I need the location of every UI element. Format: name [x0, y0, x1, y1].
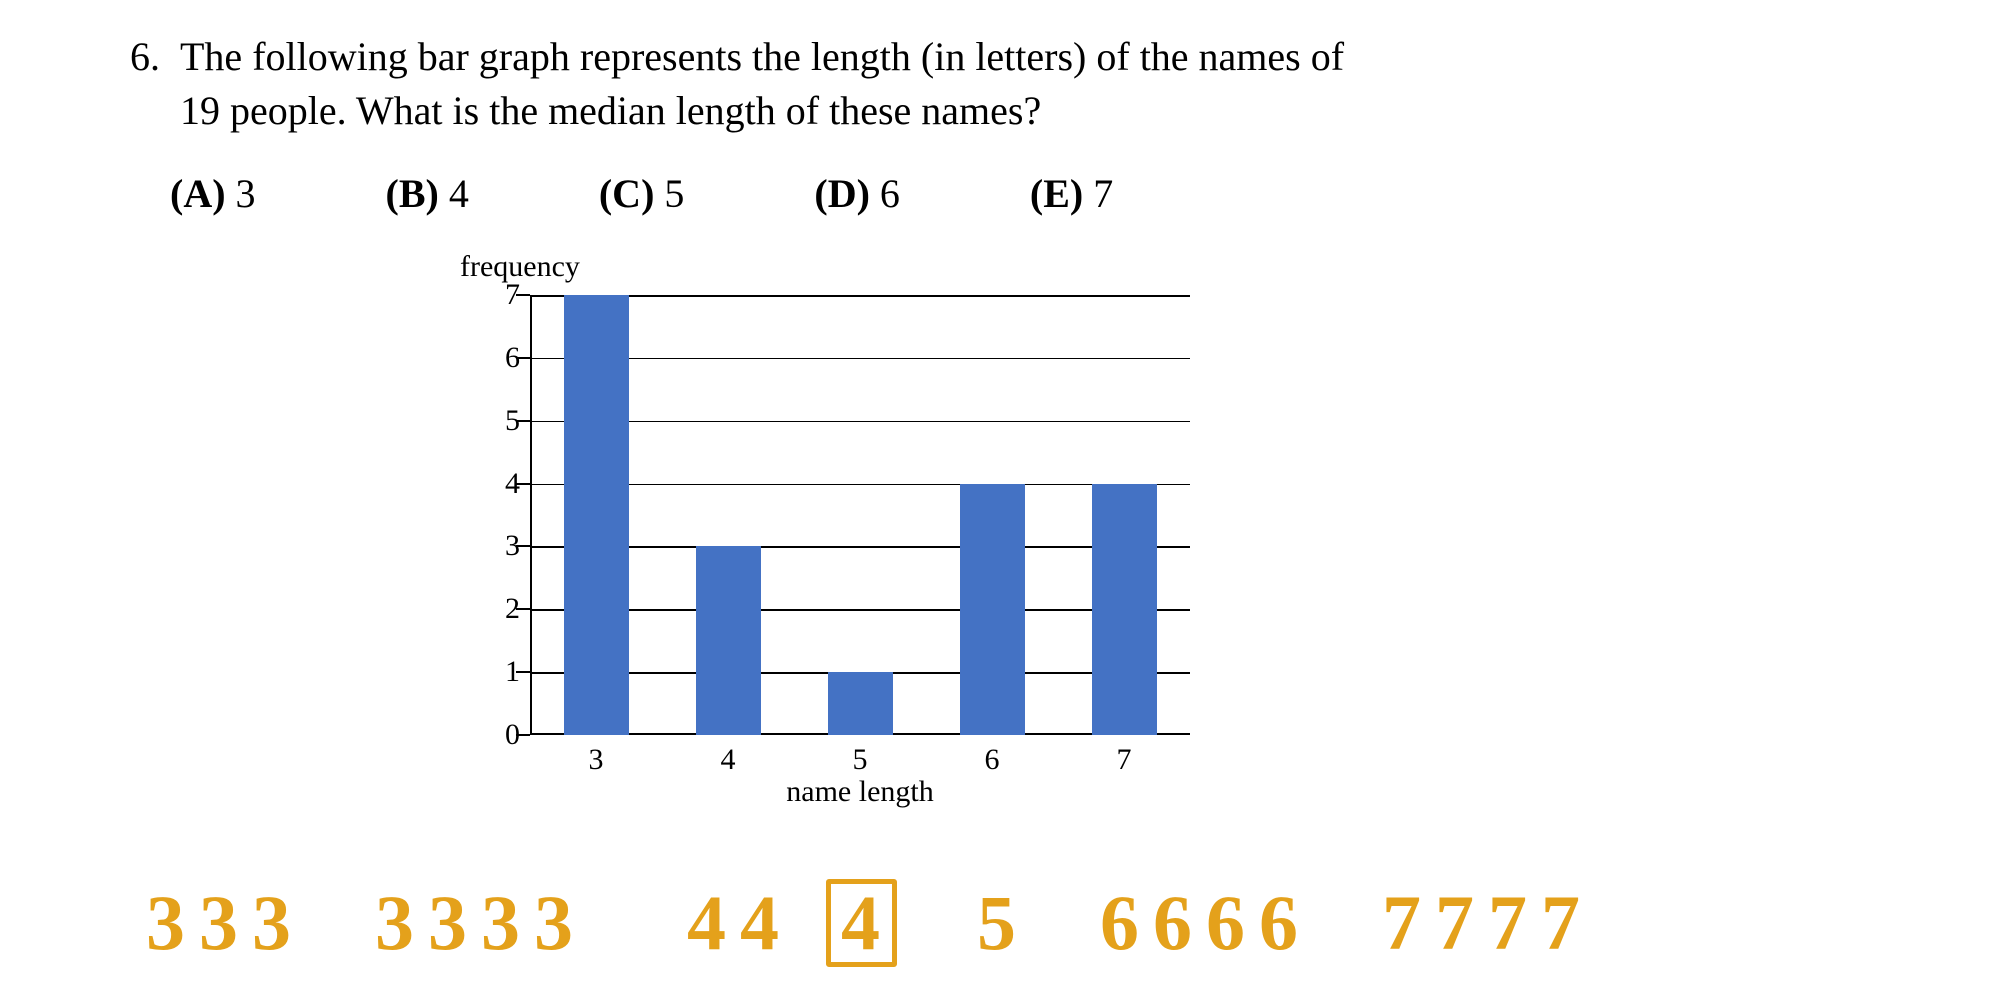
x-tick-label: 6: [985, 743, 1000, 777]
choice-b-letter: (B): [386, 171, 439, 216]
choice-c: (C) 5: [599, 170, 685, 217]
hw-digit: 4: [734, 878, 787, 968]
plot-area: 0123456734567: [530, 295, 1190, 735]
hw-digit: 3: [140, 878, 193, 968]
choice-a-value: 3: [236, 171, 256, 216]
hw-digit: 3: [246, 878, 299, 968]
bar: [696, 546, 761, 735]
hw-digit-boxed: 4: [826, 879, 897, 967]
hw-digit: 7: [1482, 878, 1535, 968]
hw-digit: 7: [1535, 878, 1588, 968]
x-tick-label: 3: [589, 743, 604, 777]
hw-digit: 6: [1200, 878, 1253, 968]
hw-group: 6666: [1094, 878, 1306, 968]
question-line-1: The following bar graph represents the l…: [180, 34, 1344, 79]
hw-group: 3333: [369, 878, 581, 968]
handwritten-work: 3333333444566667777: [140, 870, 1940, 990]
hw-group: 5: [971, 878, 1024, 968]
bar: [828, 672, 893, 735]
y-tick-label: 2: [480, 592, 520, 626]
hw-digit: 4: [681, 878, 734, 968]
hw-digit: 3: [369, 878, 422, 968]
hw-digit: 3: [422, 878, 475, 968]
question-block: 6. The following bar graph represents th…: [100, 30, 1600, 138]
y-tick-label: 6: [480, 341, 520, 375]
hw-digit: 7: [1429, 878, 1482, 968]
choice-a: (A) 3: [170, 170, 256, 217]
question-number: 6.: [100, 30, 160, 84]
y-tick-label: 3: [480, 529, 520, 563]
hw-group: 44: [681, 878, 787, 968]
grid-line: [530, 421, 1190, 423]
choice-c-value: 5: [664, 171, 684, 216]
y-tick-label: 7: [480, 278, 520, 312]
choice-d: (D) 6: [814, 170, 900, 217]
bar: [564, 295, 629, 735]
hw-digit: 3: [475, 878, 528, 968]
page: 6. The following bar graph represents th…: [0, 0, 1998, 1006]
grid-line: [530, 295, 1190, 297]
y-tick-label: 5: [480, 404, 520, 438]
x-tick-label: 7: [1117, 743, 1132, 777]
hw-group: 4: [822, 878, 901, 968]
choice-e-letter: (E): [1030, 171, 1083, 216]
choice-c-letter: (C): [599, 171, 655, 216]
hw-digit: 3: [528, 878, 581, 968]
hw-group: 7777: [1376, 878, 1588, 968]
hw-digit: 7: [1376, 878, 1429, 968]
y-axis: [530, 295, 532, 735]
x-axis-title: name length: [530, 775, 1190, 809]
bar: [960, 484, 1025, 735]
y-tick-label: 0: [480, 718, 520, 752]
bar: [1092, 484, 1157, 735]
hw-digit: 6: [1147, 878, 1200, 968]
x-tick-label: 4: [721, 743, 736, 777]
question-text: The following bar graph represents the l…: [180, 30, 1344, 138]
hw-group: 333: [140, 878, 299, 968]
x-tick-label: 5: [853, 743, 868, 777]
hw-digit: 3: [193, 878, 246, 968]
hw-digit: 6: [1253, 878, 1306, 968]
choice-d-value: 6: [880, 171, 900, 216]
hw-digit: 5: [971, 878, 1024, 968]
y-tick-label: 4: [480, 467, 520, 501]
question-line-2: 19 people. What is the median length of …: [180, 88, 1041, 133]
choice-d-letter: (D): [814, 171, 870, 216]
y-tick-label: 1: [480, 655, 520, 689]
grid-line: [530, 358, 1190, 360]
choice-b-value: 4: [449, 171, 469, 216]
hw-digit: 6: [1094, 878, 1147, 968]
choice-e: (E) 7: [1030, 170, 1113, 217]
choice-e-value: 7: [1093, 171, 1113, 216]
choice-b: (B) 4: [386, 170, 469, 217]
answer-choices: (A) 3 (B) 4 (C) 5 (D) 6 (E) 7: [170, 170, 1233, 217]
choice-a-letter: (A): [170, 171, 226, 216]
